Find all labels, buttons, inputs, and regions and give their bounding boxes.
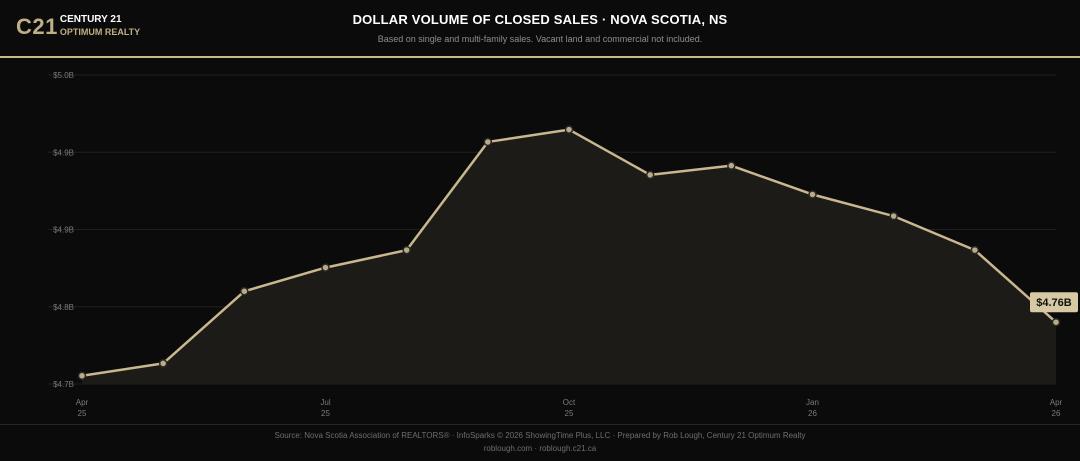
y-tick-label: $4.7B <box>53 380 74 389</box>
data-point <box>240 287 249 296</box>
data-point <box>1051 317 1061 327</box>
brand-mark: C21 <box>16 14 58 39</box>
last-value-label: $4.76B <box>1036 297 1072 309</box>
area-fill <box>82 129 1056 384</box>
y-tick-label: $4.9B <box>53 226 74 235</box>
data-point <box>402 245 411 255</box>
y-tick-label: $4.9B <box>53 148 74 157</box>
x-tick-label: Jan <box>806 398 819 407</box>
x-tick-label: 25 <box>321 409 330 418</box>
footer-links: roblough.com · roblough.c21.ca <box>483 444 597 453</box>
data-point <box>483 137 493 147</box>
data-point <box>808 190 817 199</box>
x-tick-label: Jul <box>320 398 330 407</box>
x-tick-label: 25 <box>78 409 87 418</box>
y-tick-label: $5.0B <box>53 71 74 80</box>
x-tick-label: Apr <box>1050 398 1063 407</box>
chart-subtitle: Based on single and multi-family sales. … <box>377 34 703 44</box>
source-note: Source: Nova Scotia Association of REALT… <box>274 431 806 440</box>
data-point <box>77 371 87 381</box>
y-tick-label: $4.8B <box>53 303 74 312</box>
data-point <box>564 125 574 134</box>
footer: Source: Nova Scotia Association of REALT… <box>0 424 1080 461</box>
data-point <box>889 211 898 221</box>
data-point <box>727 161 736 170</box>
last-value-badge <box>1030 292 1078 313</box>
x-tick-label: 26 <box>808 409 817 418</box>
brand-office: OPTIMUM REALTY <box>59 27 141 37</box>
x-tick-label: 25 <box>565 409 574 418</box>
data-point <box>158 359 168 368</box>
brand-name: CENTURY 21 <box>59 14 122 25</box>
chart-header: C21 CENTURY 21 OPTIMUM REALTY DOLLAR VOL… <box>0 0 1080 58</box>
x-tick-label: Oct <box>563 398 576 407</box>
brand-logo: C21 CENTURY 21 OPTIMUM REALTY <box>16 14 140 40</box>
data-point <box>321 263 330 272</box>
chart-title: DOLLAR VOLUME OF CLOSED SALES · NOVA SCO… <box>352 12 728 27</box>
dollar-volume-chart: $4.7B $4.8B $4.9B $4.9B $5.0B Apr 25 Jul 25 Oct 25… <box>48 71 1078 418</box>
data-point <box>645 170 655 180</box>
brand-text: CENTURY 21 OPTIMUM REALTY <box>60 14 140 38</box>
x-tick-label: Apr <box>76 398 89 407</box>
x-tick-label: 26 <box>1052 409 1061 418</box>
data-point <box>970 245 980 255</box>
